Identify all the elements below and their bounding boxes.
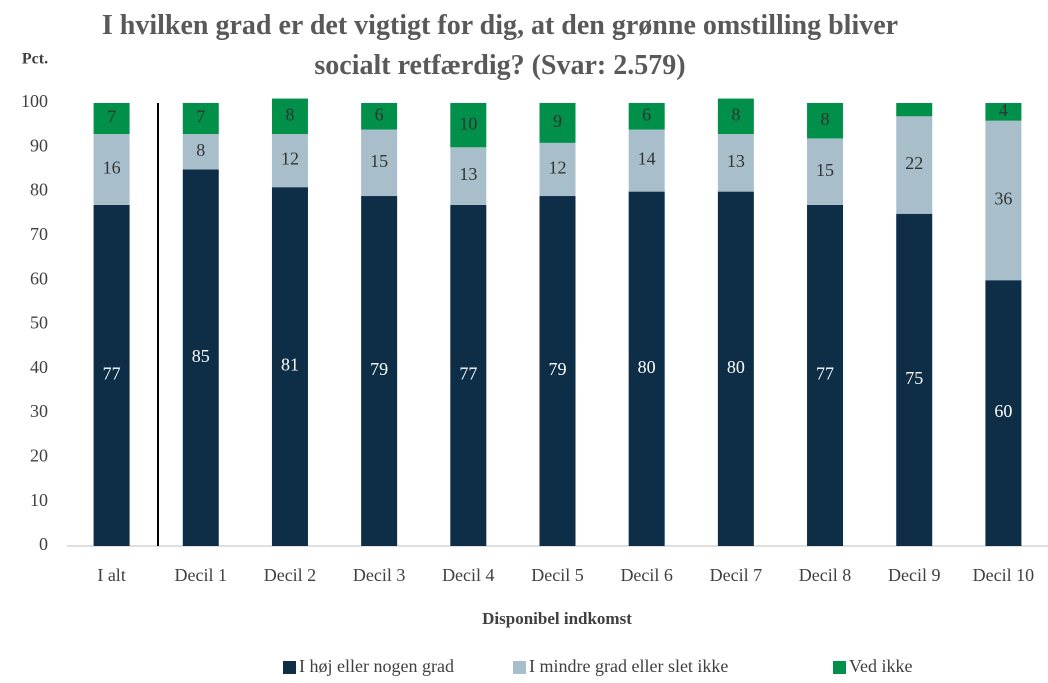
bar-segment: [717, 98, 754, 135]
x-tick-label: Decil 1: [175, 565, 227, 585]
bar-segment: [807, 103, 844, 139]
x-tick-label: Decil 9: [888, 565, 940, 585]
x-tick-label: Decil 10: [973, 565, 1034, 585]
data-label: 14: [638, 149, 656, 169]
legend-label: Ved ikke: [849, 656, 912, 676]
y-tick-label: 100: [21, 91, 48, 111]
bar-segment: [271, 187, 308, 547]
data-label: 77: [103, 364, 121, 384]
bar-segment: [539, 142, 576, 197]
data-label: 6: [642, 104, 651, 124]
legend-swatch: [283, 661, 296, 674]
bar-segment: [450, 204, 487, 546]
bar-segment: [628, 129, 665, 192]
data-label: 13: [727, 151, 745, 171]
bar-segment: [271, 134, 308, 188]
bar-segment: [717, 134, 754, 192]
y-tick-label: 70: [30, 224, 48, 244]
data-label: 77: [816, 364, 834, 384]
bar-segment: [896, 103, 933, 117]
x-tick-label: I alt: [97, 565, 126, 585]
data-label: 85: [192, 346, 210, 366]
y-tick-label: 90: [30, 135, 48, 155]
y-tick-label: 40: [30, 357, 48, 377]
y-tick-label: 80: [30, 180, 48, 200]
x-tick-label: Decil 2: [264, 565, 316, 585]
bar-segment: [717, 191, 754, 546]
data-label: 79: [370, 359, 388, 379]
data-label: 36: [994, 189, 1012, 209]
data-label: 8: [821, 109, 830, 129]
legend-swatch: [833, 661, 846, 674]
y-tick-label: 50: [30, 313, 48, 333]
x-tick-label: Decil 6: [620, 565, 672, 585]
legend-swatch: [513, 661, 526, 674]
data-label: 7: [107, 107, 116, 127]
data-label: 75: [905, 368, 923, 388]
bar-segment: [271, 98, 308, 135]
data-label: 8: [731, 104, 740, 124]
bar-segment: [985, 120, 1022, 281]
data-label: 10: [459, 113, 477, 133]
bar-segment: [807, 204, 844, 546]
bar-segment: [628, 103, 665, 130]
bar-segment: [985, 103, 1022, 121]
bar-segment: [896, 213, 933, 546]
bar-segment: [182, 134, 219, 170]
bar-segment: [361, 103, 398, 130]
data-label: 80: [638, 357, 656, 377]
x-tick-label: Decil 3: [353, 565, 405, 585]
y-tick-label: 60: [30, 268, 48, 288]
data-label: 79: [549, 359, 567, 379]
data-label: 15: [816, 160, 834, 180]
bar-segment: [539, 103, 576, 143]
bar-segment: [93, 204, 130, 546]
y-tick-label: 30: [30, 401, 48, 421]
bar-segment: [93, 103, 130, 135]
bar-segment: [182, 103, 219, 135]
data-label: 13: [459, 164, 477, 184]
legend-label: I mindre grad eller slet ikke: [529, 656, 728, 676]
data-label: 12: [281, 149, 299, 169]
bar-segment: [628, 191, 665, 546]
x-axis-title: Disponibel indkomst: [482, 609, 632, 628]
data-label: 8: [285, 104, 294, 124]
bar-segment: [807, 138, 844, 205]
data-label: 16: [103, 158, 121, 178]
x-tick-label: Decil 5: [531, 565, 583, 585]
y-tick-label: 20: [30, 446, 48, 466]
bar-segment: [896, 116, 933, 214]
data-label: 6: [375, 104, 384, 124]
bar-segment: [361, 129, 398, 197]
x-tick-label: Decil 4: [442, 565, 494, 585]
bar-segment: [450, 147, 487, 205]
bar-segment: [985, 280, 1022, 546]
chart-title: I hvilken grad er det vigtigt for dig, a…: [101, 10, 899, 81]
bar-segment: [450, 103, 487, 148]
data-label: 12: [549, 158, 567, 178]
bar-segment: [539, 196, 576, 546]
data-label: 7: [196, 107, 205, 127]
data-label: 9: [553, 111, 562, 131]
x-tick-label: Decil 8: [799, 565, 851, 585]
data-label: 8: [196, 140, 205, 160]
legend-label: I høj eller nogen grad: [299, 656, 454, 676]
data-label: 81: [281, 355, 299, 375]
data-label: 80: [727, 357, 745, 377]
data-label: 15: [370, 151, 388, 171]
y-axis-title: Pct.: [22, 51, 48, 68]
y-tick-label: 10: [30, 490, 48, 510]
data-label: 22: [905, 153, 923, 173]
x-tick-label: Decil 7: [710, 565, 762, 585]
bar-segment: [93, 134, 130, 205]
bar-segment: [361, 196, 398, 546]
bar-segment: [182, 169, 219, 546]
y-tick-label: 0: [39, 534, 48, 554]
data-label: 60: [994, 401, 1012, 421]
data-label: 4: [999, 100, 1008, 120]
data-label: 77: [459, 364, 477, 384]
